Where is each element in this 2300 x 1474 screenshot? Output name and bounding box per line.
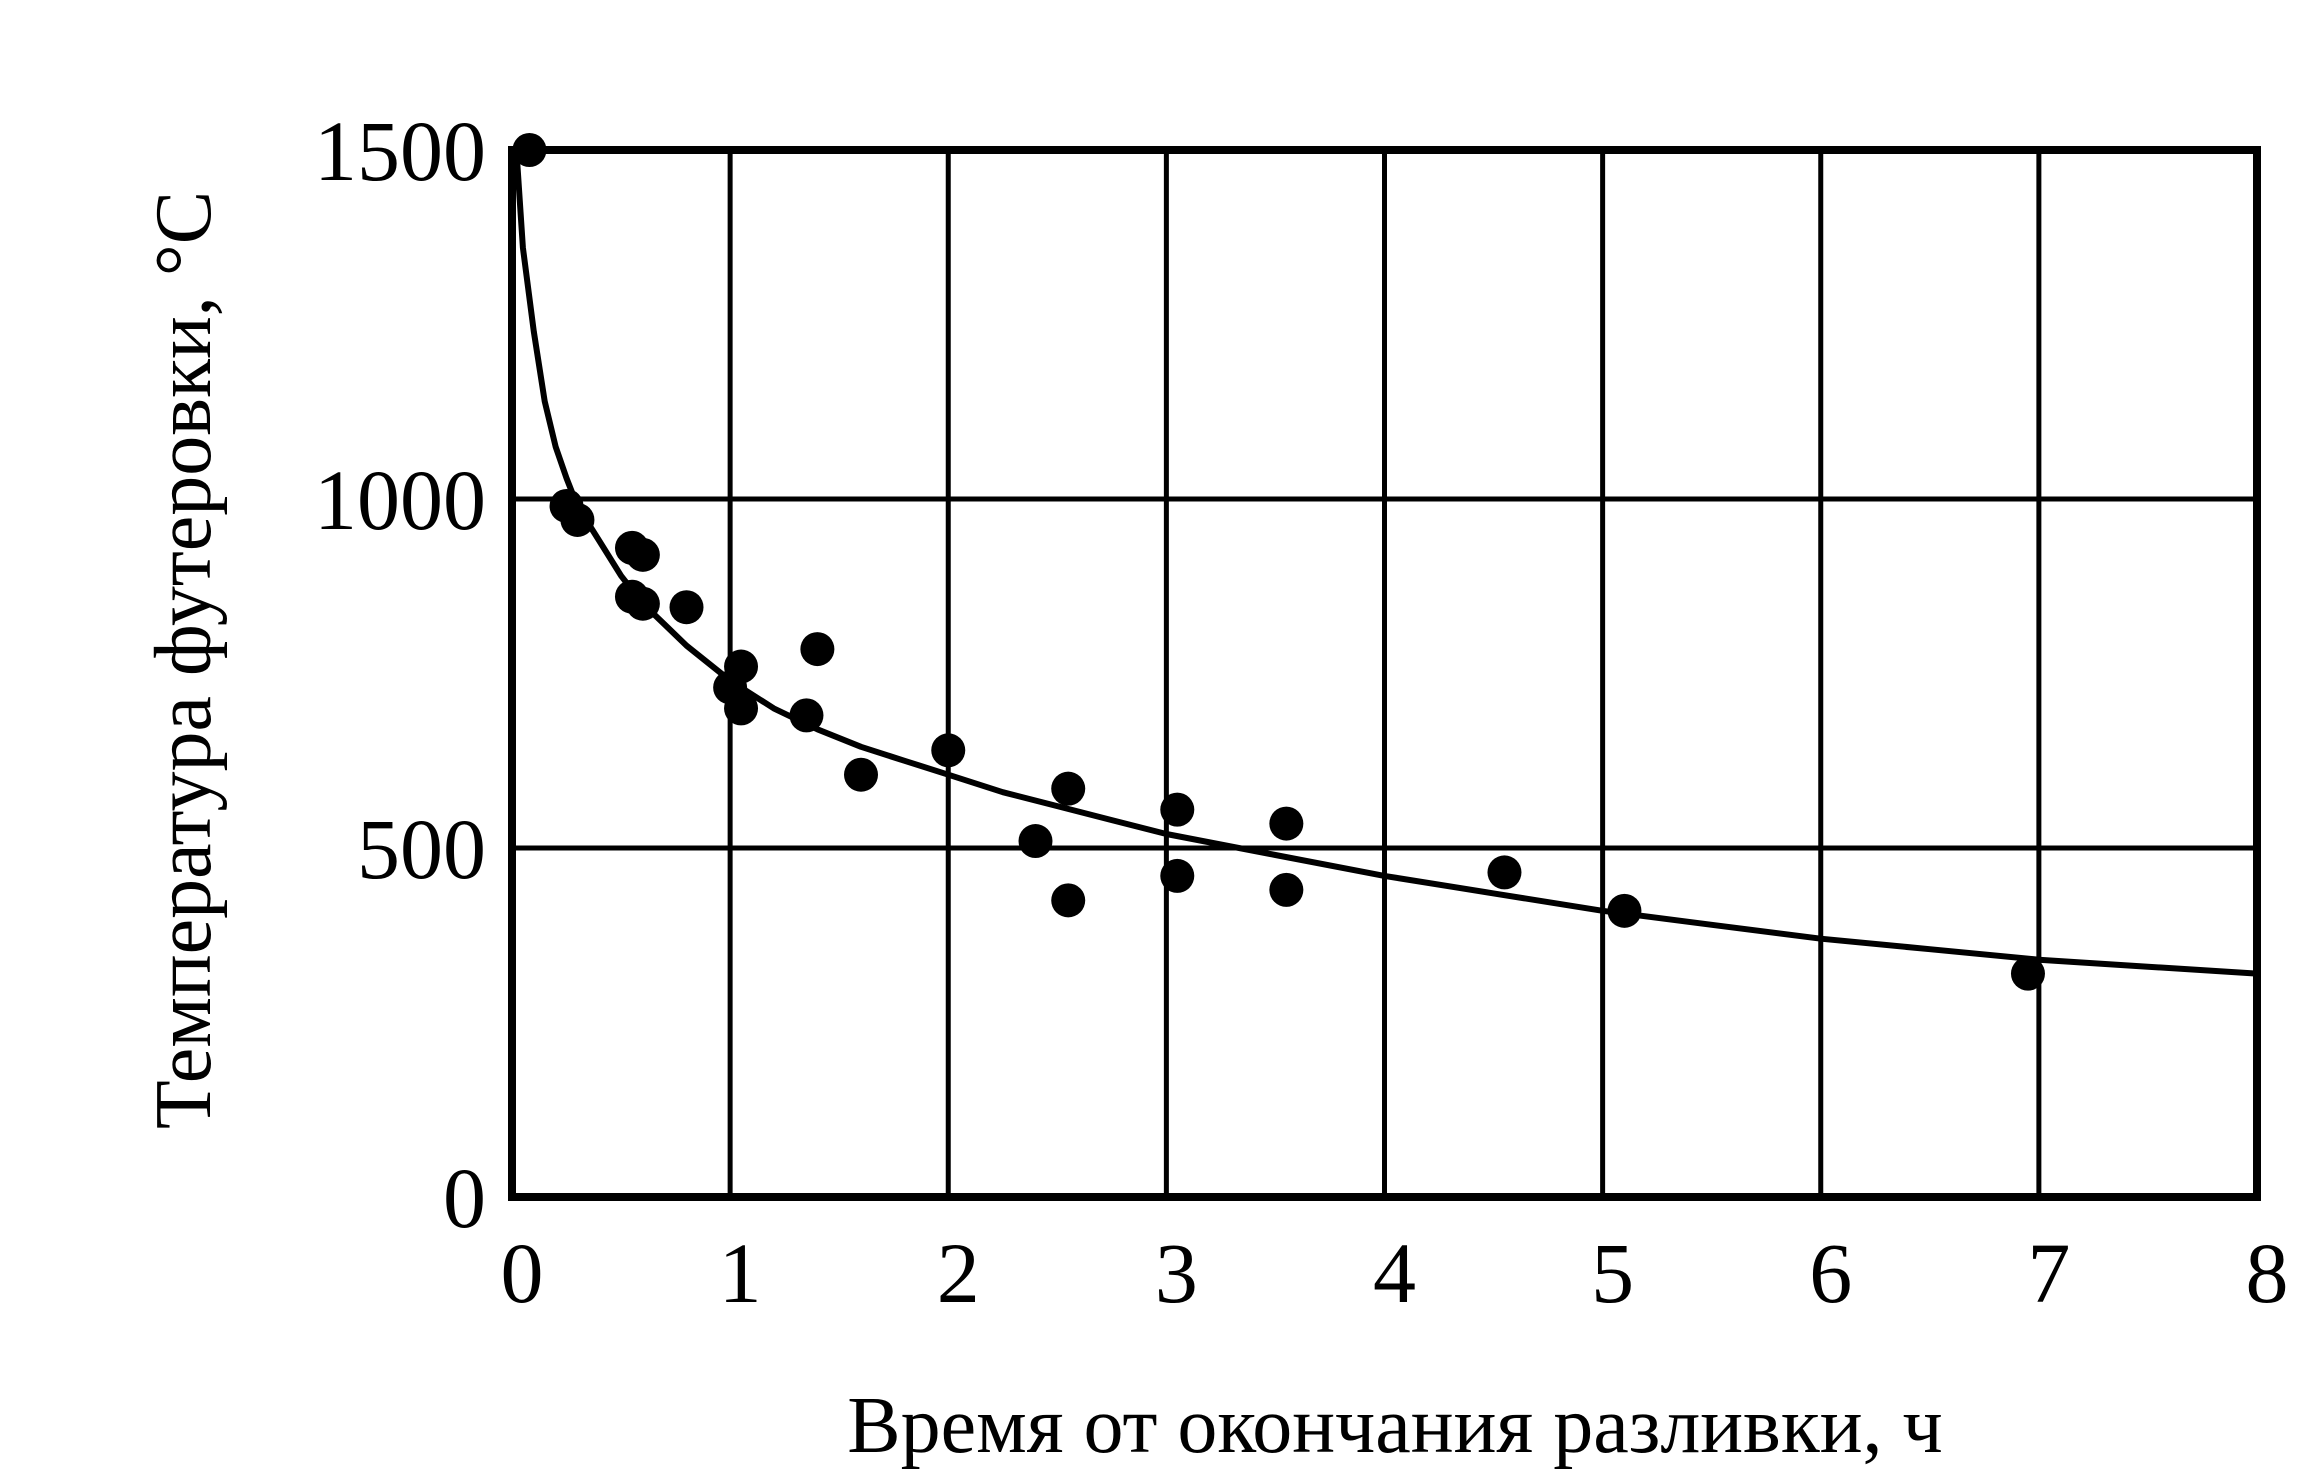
data-points-layer (512, 133, 2045, 991)
data-point (789, 698, 824, 733)
x-tick-label: 3 (1155, 1225, 1198, 1321)
y-axis-label: Температура футеровки, °С (140, 191, 228, 1129)
data-point (1160, 792, 1195, 827)
y-tick-label: 1000 (314, 452, 486, 548)
data-point (1051, 771, 1086, 806)
x-tick-label: 2 (937, 1225, 980, 1321)
data-point (724, 649, 759, 684)
data-point (931, 733, 966, 768)
x-tick-label: 7 (2027, 1225, 2070, 1321)
y-tick-label: 1500 (314, 103, 486, 199)
data-point (669, 590, 704, 625)
x-tick-label: 0 (501, 1225, 544, 1321)
plot-frame (508, 146, 2261, 1201)
data-point (724, 691, 759, 726)
y-tick-label: 500 (357, 801, 486, 897)
data-point (1051, 883, 1086, 918)
grid-lines (512, 150, 2257, 1197)
data-point (1269, 806, 1304, 841)
fit-curve-layer (513, 149, 2258, 977)
fit-curve (513, 149, 2258, 977)
x-tick-label: 4 (1373, 1225, 1416, 1321)
data-point (1487, 855, 1522, 890)
data-point (2010, 956, 2045, 991)
x-axis-label: Время от окончания разливки, ч (847, 1382, 1943, 1470)
x-tick-label: 5 (1591, 1225, 1634, 1321)
data-point (800, 632, 835, 667)
data-point (1160, 858, 1195, 893)
x-tick-label: 1 (719, 1225, 762, 1321)
data-point (1269, 872, 1304, 907)
data-point (1607, 893, 1642, 928)
data-point (1018, 824, 1053, 859)
data-point (844, 757, 878, 792)
data-point (625, 537, 660, 572)
data-point (625, 586, 660, 621)
x-tick-label: 6 (1809, 1225, 1852, 1321)
y-tick-label: 0 (443, 1150, 486, 1246)
x-tick-labels: 0 1 2 3 4 5 6 7 8 (501, 1225, 2289, 1321)
data-point (560, 502, 595, 537)
y-tick-labels: 0 500 1000 1500 (314, 103, 486, 1246)
x-tick-label: 8 (2246, 1225, 2289, 1321)
